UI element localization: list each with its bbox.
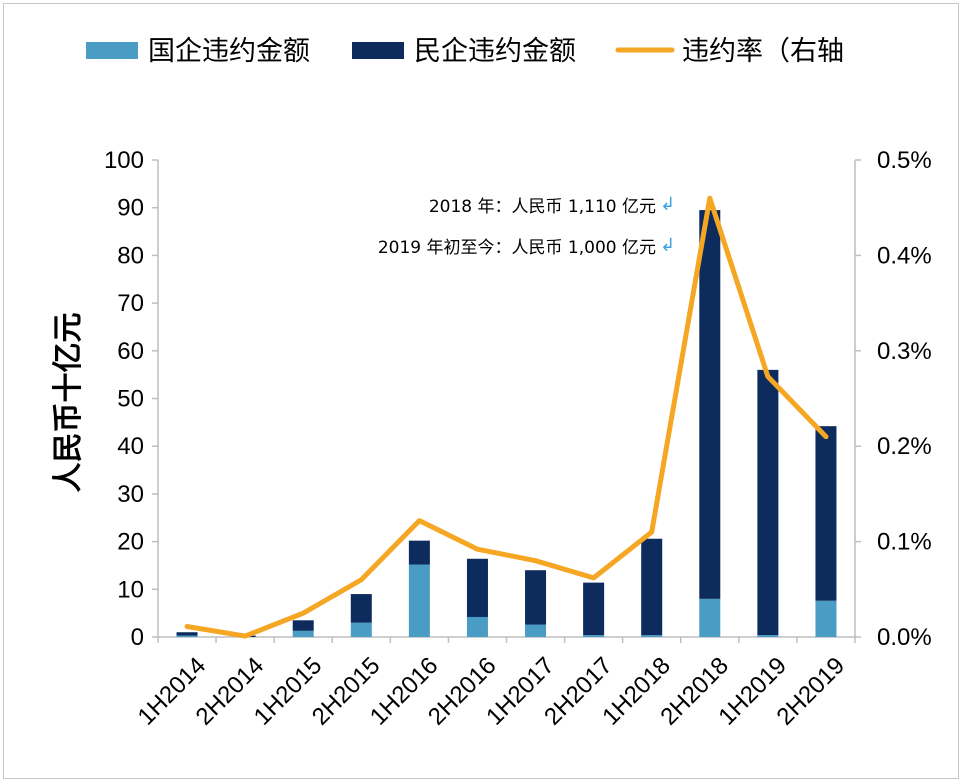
bar-soe-default: [757, 635, 779, 637]
y-tick-label: 80: [117, 242, 144, 269]
annotation-mark: ↲: [660, 194, 675, 215]
y2-tick-label: 0.0%: [877, 624, 932, 651]
bar-soe-default: [815, 600, 837, 637]
bar-private-default: [408, 540, 430, 565]
bar-private-default: [292, 620, 314, 631]
y-tick-label: 100: [104, 147, 144, 174]
y-tick-label: 50: [117, 386, 144, 413]
bar-private-default: [815, 426, 837, 601]
bar-private-default: [525, 570, 547, 625]
y2-tick-label: 0.3%: [877, 338, 932, 365]
chart-frame: [3, 3, 959, 779]
y-axis-title: 人民币十亿元: [51, 313, 86, 493]
y-tick-label: 70: [117, 290, 144, 317]
bar-soe-default: [350, 622, 372, 637]
y-tick-label: 20: [117, 529, 144, 556]
bar-soe-default: [408, 564, 430, 637]
annotation-text: 2018 年：人民币 1,110 亿元: [429, 197, 656, 217]
y2-tick-label: 0.4%: [877, 242, 932, 269]
bar-private-default: [699, 210, 721, 599]
bar-soe-default: [176, 635, 198, 637]
bar-soe-default: [466, 616, 488, 637]
bar-soe-default: [699, 598, 721, 637]
y-tick-label: 90: [117, 195, 144, 222]
y-tick-label: 40: [117, 433, 144, 460]
bar-soe-default: [525, 624, 547, 637]
legend-default-rate-label: 违约率（右轴: [682, 36, 844, 67]
y2-tick-label: 0.5%: [877, 147, 932, 174]
bar-private-default: [176, 632, 198, 636]
legend-private-swatch: [352, 42, 404, 59]
y-tick-label: 30: [117, 481, 144, 508]
bar-soe-default: [641, 635, 663, 637]
bar-private-default: [583, 582, 605, 636]
annotation-text: 2019 年初至今：人民币 1,000 亿元: [378, 238, 656, 258]
bar-private-default: [350, 594, 372, 623]
bar-soe-default: [583, 635, 605, 637]
legend-soe-swatch: [86, 42, 138, 59]
y2-tick-label: 0.1%: [877, 529, 932, 556]
default-rate-line: [184, 195, 829, 639]
legend-soe-label: 国企违约金额: [148, 36, 310, 67]
y-tick-label: 10: [117, 576, 144, 603]
annotation-mark: ↲: [660, 235, 675, 256]
y-tick-label: 60: [117, 338, 144, 365]
bar-private-default: [757, 369, 779, 636]
bar-private-default: [466, 558, 488, 617]
y2-tick-label: 0.2%: [877, 433, 932, 460]
y-tick-label: 0: [131, 624, 144, 651]
bar-private-default: [641, 538, 663, 636]
legend-private-label: 民企违约金额: [414, 36, 576, 67]
bar-soe-default: [292, 630, 314, 637]
